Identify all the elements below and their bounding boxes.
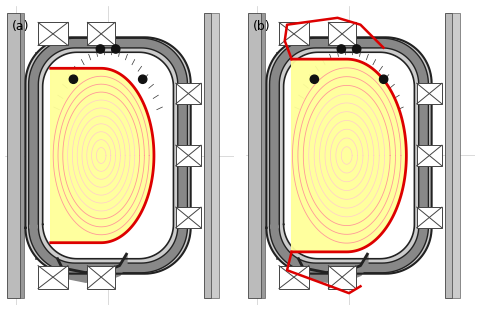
Bar: [407, 208, 420, 217]
Polygon shape: [292, 59, 407, 252]
Bar: [7, 13, 20, 298]
Polygon shape: [43, 52, 173, 259]
Bar: [417, 207, 442, 228]
Bar: [96, 32, 105, 41]
Bar: [417, 145, 442, 166]
Bar: [35, 52, 44, 64]
Circle shape: [337, 45, 346, 53]
Bar: [248, 13, 261, 298]
Circle shape: [69, 75, 78, 83]
Bar: [279, 266, 309, 289]
Bar: [328, 266, 356, 289]
Bar: [166, 151, 179, 160]
Bar: [211, 13, 219, 298]
Circle shape: [310, 75, 319, 83]
Text: (a): (a): [12, 20, 29, 33]
Polygon shape: [284, 52, 414, 259]
Circle shape: [352, 45, 361, 53]
Circle shape: [380, 75, 388, 83]
Bar: [20, 13, 24, 298]
Bar: [204, 13, 211, 298]
Bar: [335, 250, 347, 263]
Bar: [176, 207, 201, 228]
Text: (b): (b): [252, 20, 270, 33]
Bar: [328, 22, 356, 45]
Polygon shape: [266, 37, 432, 274]
Bar: [38, 266, 68, 289]
Bar: [276, 52, 285, 64]
Bar: [87, 266, 115, 289]
Bar: [166, 94, 179, 103]
Bar: [336, 32, 346, 41]
Bar: [94, 250, 106, 263]
Polygon shape: [51, 68, 154, 243]
Bar: [35, 247, 44, 259]
Bar: [417, 83, 442, 104]
Bar: [276, 247, 285, 259]
Bar: [38, 22, 68, 45]
Bar: [176, 83, 201, 104]
Bar: [279, 22, 309, 45]
Bar: [94, 41, 106, 57]
Circle shape: [111, 45, 120, 53]
Bar: [87, 22, 115, 45]
Polygon shape: [25, 37, 191, 274]
Bar: [407, 151, 420, 160]
Bar: [261, 13, 265, 298]
Bar: [335, 41, 347, 57]
Circle shape: [96, 45, 105, 53]
Bar: [452, 13, 460, 298]
Circle shape: [139, 75, 147, 83]
Bar: [445, 13, 452, 298]
Bar: [407, 94, 420, 103]
Bar: [176, 145, 201, 166]
Bar: [166, 208, 179, 217]
